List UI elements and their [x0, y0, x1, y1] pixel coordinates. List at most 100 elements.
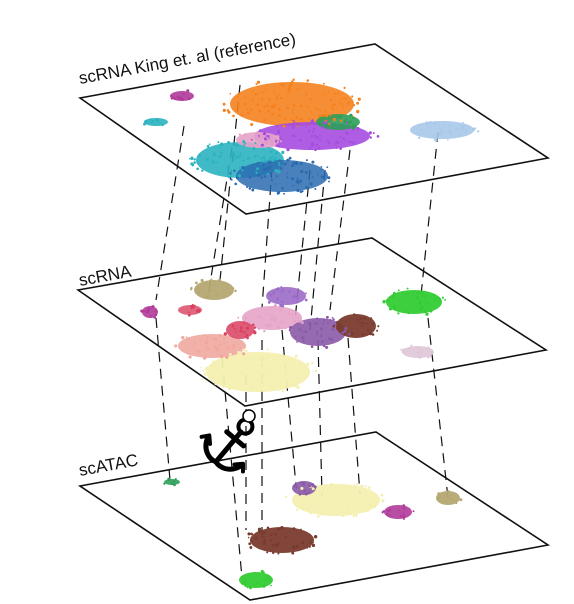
- cell-point: [371, 333, 375, 336]
- cell-point: [292, 78, 295, 81]
- cell-point: [270, 178, 274, 182]
- cell-point: [264, 88, 267, 90]
- cell-point: [296, 505, 300, 509]
- cell-point: [200, 278, 204, 282]
- cell-point: [223, 341, 226, 345]
- cell-point: [239, 326, 243, 330]
- cell-point: [256, 371, 259, 374]
- cell-point: [242, 140, 246, 144]
- cluster-blue: [236, 160, 328, 192]
- cell-point: [424, 310, 427, 313]
- cell-point: [267, 292, 271, 295]
- cell-point: [342, 137, 345, 141]
- cell-point: [172, 481, 175, 483]
- cell-point: [259, 378, 263, 382]
- cell-point: [295, 180, 299, 184]
- cell-point: [255, 139, 258, 142]
- cell-point: [305, 126, 307, 128]
- cell-point: [261, 160, 265, 163]
- cell-point: [296, 122, 300, 127]
- cell-point: [427, 355, 430, 359]
- cell-point: [310, 143, 314, 147]
- cell-point: [202, 356, 206, 360]
- cell-point: [281, 321, 284, 324]
- cell-point: [426, 346, 430, 350]
- cell-point: [294, 335, 297, 338]
- cell-point: [276, 297, 279, 301]
- cell-point: [263, 579, 266, 582]
- cell-point: [444, 495, 447, 498]
- cell-point: [256, 103, 260, 106]
- cell-point: [234, 369, 237, 372]
- cell-point: [281, 150, 285, 154]
- cell-point: [340, 141, 342, 143]
- cell-point: [284, 162, 287, 165]
- cell-point: [250, 138, 253, 141]
- cell-point: [278, 354, 282, 358]
- cell-point: [212, 360, 215, 363]
- cell-point: [251, 90, 254, 93]
- cell-point: [293, 119, 295, 122]
- cell-point: [459, 498, 463, 502]
- cell-point: [268, 165, 272, 169]
- cell-point: [232, 153, 236, 158]
- cell-point: [260, 138, 265, 143]
- cell-point: [244, 335, 247, 338]
- cell-point: [329, 318, 332, 322]
- cell-point: [279, 140, 282, 143]
- cell-point: [282, 288, 285, 291]
- cell-point: [262, 131, 267, 136]
- cell-point: [267, 109, 270, 113]
- cell-point: [204, 373, 207, 376]
- cell-point: [147, 307, 151, 311]
- cell-point: [222, 336, 226, 340]
- cell-point: [341, 514, 345, 518]
- cell-point: [214, 154, 217, 157]
- cell-point: [417, 351, 420, 355]
- cell-point: [231, 151, 235, 155]
- cell-point: [429, 354, 432, 358]
- cell-point: [397, 289, 400, 292]
- cell-point: [228, 386, 232, 391]
- cell-point: [428, 126, 431, 130]
- cell-point: [345, 488, 349, 491]
- cell-point: [251, 98, 254, 101]
- cell-point: [271, 155, 274, 158]
- cell-point: [305, 292, 307, 295]
- cell-point: [206, 336, 209, 339]
- cell-point: [248, 176, 252, 179]
- cell-point: [280, 525, 284, 530]
- cell-point: [269, 313, 271, 316]
- cell-point: [311, 483, 315, 487]
- cell-point: [250, 532, 253, 536]
- cell-point: [420, 351, 423, 354]
- cell-point: [262, 541, 266, 545]
- cell-point: [296, 88, 300, 91]
- cell-point: [288, 312, 291, 315]
- cell-point: [205, 157, 210, 161]
- cell-point: [229, 92, 232, 95]
- cell-point: [260, 143, 264, 147]
- cell-point: [362, 322, 365, 325]
- cell-point: [281, 83, 285, 87]
- cell-point: [274, 543, 278, 547]
- cell-point: [220, 356, 222, 359]
- cell-point: [276, 140, 279, 143]
- cell-point: [237, 350, 240, 354]
- cell-point: [372, 499, 375, 502]
- cell-point: [381, 499, 385, 503]
- cell-point: [266, 526, 270, 530]
- cell-point: [275, 97, 279, 100]
- cell-point: [366, 510, 369, 513]
- cell-point: [386, 512, 389, 516]
- cell-point: [281, 187, 284, 190]
- cell-point: [269, 307, 272, 310]
- cell-point: [412, 510, 415, 513]
- cell-point: [343, 119, 347, 124]
- cell-point: [307, 117, 311, 121]
- cell-point: [274, 532, 278, 536]
- cell-point: [311, 487, 315, 491]
- cell-point: [268, 156, 272, 160]
- cell-point: [253, 311, 256, 314]
- cell-point: [247, 111, 251, 115]
